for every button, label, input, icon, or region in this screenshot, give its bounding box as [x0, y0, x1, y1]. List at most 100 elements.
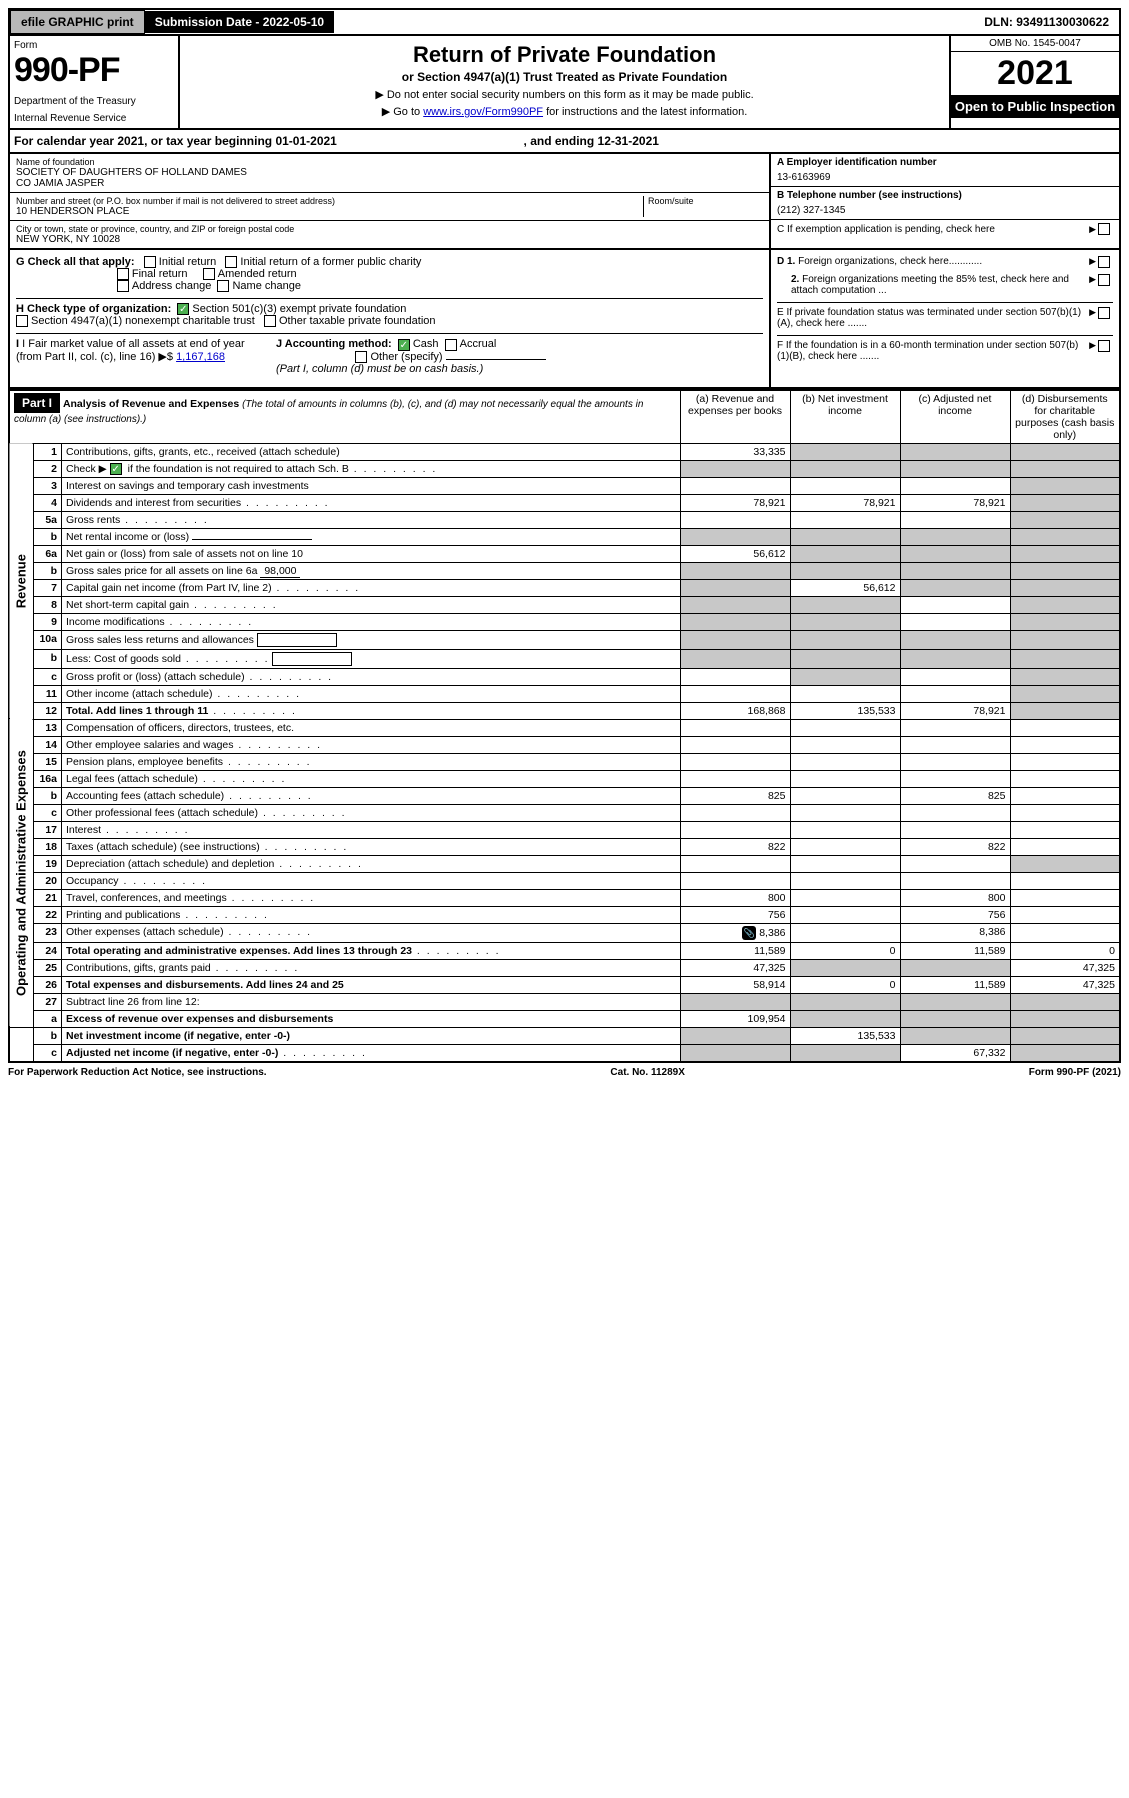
h3-label: Other taxable private foundation: [279, 315, 436, 327]
cb-f[interactable]: [1098, 340, 1110, 352]
row-9: 9 Income modifications: [9, 613, 1120, 630]
row-5b: b Net rental income or (loss): [9, 528, 1120, 545]
cb-other-method[interactable]: [355, 351, 367, 363]
instr-link-line: ▶ Go to www.irs.gov/Form990PF for instru…: [186, 105, 943, 118]
rc: 756: [900, 906, 1010, 923]
rl: Check ▶: [66, 463, 107, 475]
rn: 19: [34, 855, 62, 872]
j2-label: Accrual: [460, 338, 497, 350]
exemption-pending-checkbox[interactable]: [1098, 223, 1110, 235]
street-address: 10 HENDERSON PLACE: [16, 206, 643, 217]
rl: Dividends and interest from securities: [66, 497, 241, 509]
ra: 822: [680, 838, 790, 855]
form-title: Return of Private Foundation: [186, 42, 943, 68]
dept-treasury: Department of the Treasury: [14, 96, 174, 107]
rn: 21: [34, 889, 62, 906]
rn: 13: [34, 719, 62, 736]
cb-cash[interactable]: [398, 339, 410, 351]
ra: 756: [680, 906, 790, 923]
ra: 11,589: [680, 942, 790, 959]
cb-final-return[interactable]: [117, 268, 129, 280]
rl: Total expenses and disbursements. Add li…: [66, 979, 344, 991]
rc: 78,921: [900, 702, 1010, 719]
cb-e[interactable]: [1098, 307, 1110, 319]
footer-mid: Cat. No. 11289X: [610, 1067, 684, 1078]
form-subtitle: or Section 4947(a)(1) Trust Treated as P…: [186, 70, 943, 84]
row-3: 3 Interest on savings and temporary cash…: [9, 477, 1120, 494]
footer-left: For Paperwork Reduction Act Notice, see …: [8, 1067, 267, 1078]
rl: Occupancy: [66, 875, 119, 887]
row-10c: c Gross profit or (loss) (attach schedul…: [9, 668, 1120, 685]
rn: 7: [34, 579, 62, 596]
arrow-icon: [1089, 307, 1096, 329]
expenses-section-label: Operating and Administrative Expenses: [9, 719, 34, 1027]
rl: Subtract line 26 from line 12:: [62, 993, 681, 1010]
cb-amended[interactable]: [203, 268, 215, 280]
rc: 11,589: [900, 942, 1010, 959]
instr-pre: ▶ Go to: [382, 106, 423, 118]
cb-d1[interactable]: [1098, 256, 1110, 268]
inline-val: 98,000: [260, 565, 300, 578]
cb-sch-b[interactable]: [110, 463, 122, 475]
rb: 135,533: [790, 702, 900, 719]
cb-name-change[interactable]: [217, 280, 229, 292]
omb-number: OMB No. 1545-0047: [951, 36, 1119, 52]
rl: Net investment income (if negative, ente…: [66, 1030, 290, 1042]
irs-link[interactable]: www.irs.gov/Form990PF: [423, 106, 543, 118]
rb: 0: [790, 942, 900, 959]
rc: 8,386: [900, 923, 1010, 942]
cb-initial-return[interactable]: [144, 256, 156, 268]
rn: 10a: [34, 630, 62, 649]
city-state-zip: NEW YORK, NY 10028: [16, 234, 763, 245]
rl: Accounting fees (attach schedule): [66, 790, 224, 802]
rn: b: [34, 562, 62, 579]
rl: Other expenses (attach schedule): [66, 926, 224, 938]
exemption-pending-label: C If exemption application is pending, c…: [777, 224, 1087, 235]
form-header: Form 990-PF Department of the Treasury I…: [8, 36, 1121, 130]
cb-initial-former[interactable]: [225, 256, 237, 268]
row-23: 23 Other expenses (attach schedule) 📎 8,…: [9, 923, 1120, 942]
top-bar: efile GRAPHIC print Submission Date - 20…: [8, 8, 1121, 36]
phone-value: (212) 327-1345: [777, 201, 1113, 216]
rl: Adjusted net income (if negative, enter …: [66, 1047, 278, 1059]
dln: DLN: 93491130030622: [974, 11, 1119, 33]
addr-label: Number and street (or P.O. box number if…: [16, 196, 643, 206]
cal-pre: For calendar year 2021, or tax year begi…: [14, 134, 275, 148]
row-22: 22 Printing and publications 756 756: [9, 906, 1120, 923]
ein-value: 13-6163969: [777, 168, 1113, 183]
attachment-icon[interactable]: 📎: [742, 926, 756, 940]
cb-4947a1[interactable]: [16, 315, 28, 327]
rl: Excess of revenue over expenses and disb…: [66, 1013, 333, 1025]
rd: 47,325: [1010, 959, 1120, 976]
g4-label: Amended return: [218, 268, 297, 280]
row-19: 19 Depreciation (attach schedule) and de…: [9, 855, 1120, 872]
rl: Other income (attach schedule): [66, 688, 213, 700]
arrow-icon: [1089, 340, 1096, 362]
rl: Pension plans, employee benefits: [66, 756, 223, 768]
cb-address-change[interactable]: [117, 280, 129, 292]
cb-501c3[interactable]: [177, 303, 189, 315]
rb: 56,612: [790, 579, 900, 596]
cb-d2[interactable]: [1098, 274, 1110, 286]
efile-print-button[interactable]: efile GRAPHIC print: [10, 10, 145, 34]
part1-label: Part I: [14, 393, 60, 413]
cb-other-taxable[interactable]: [264, 315, 276, 327]
g6-label: Name change: [232, 280, 301, 292]
rn: b: [34, 1027, 62, 1044]
col-c-head: (c) Adjusted net income: [900, 390, 1010, 444]
ra: 56,612: [680, 545, 790, 562]
row-10b: b Less: Cost of goods sold: [9, 649, 1120, 668]
i-currency: ▶$: [158, 351, 176, 363]
e-label: E If private foundation status was termi…: [777, 307, 1087, 329]
col-a-head: (a) Revenue and expenses per books: [680, 390, 790, 444]
rl: Interest on savings and temporary cash i…: [62, 477, 681, 494]
ra: 47,325: [680, 959, 790, 976]
fmv-link[interactable]: 1,167,168: [176, 351, 225, 363]
row-5a: 5a Gross rents: [9, 511, 1120, 528]
city-label: City or town, state or province, country…: [16, 224, 763, 234]
cb-accrual[interactable]: [445, 339, 457, 351]
col-d-head: (d) Disbursements for charitable purpose…: [1010, 390, 1120, 444]
rn: 4: [34, 494, 62, 511]
rn: 20: [34, 872, 62, 889]
revenue-section-label: Revenue: [9, 443, 34, 719]
